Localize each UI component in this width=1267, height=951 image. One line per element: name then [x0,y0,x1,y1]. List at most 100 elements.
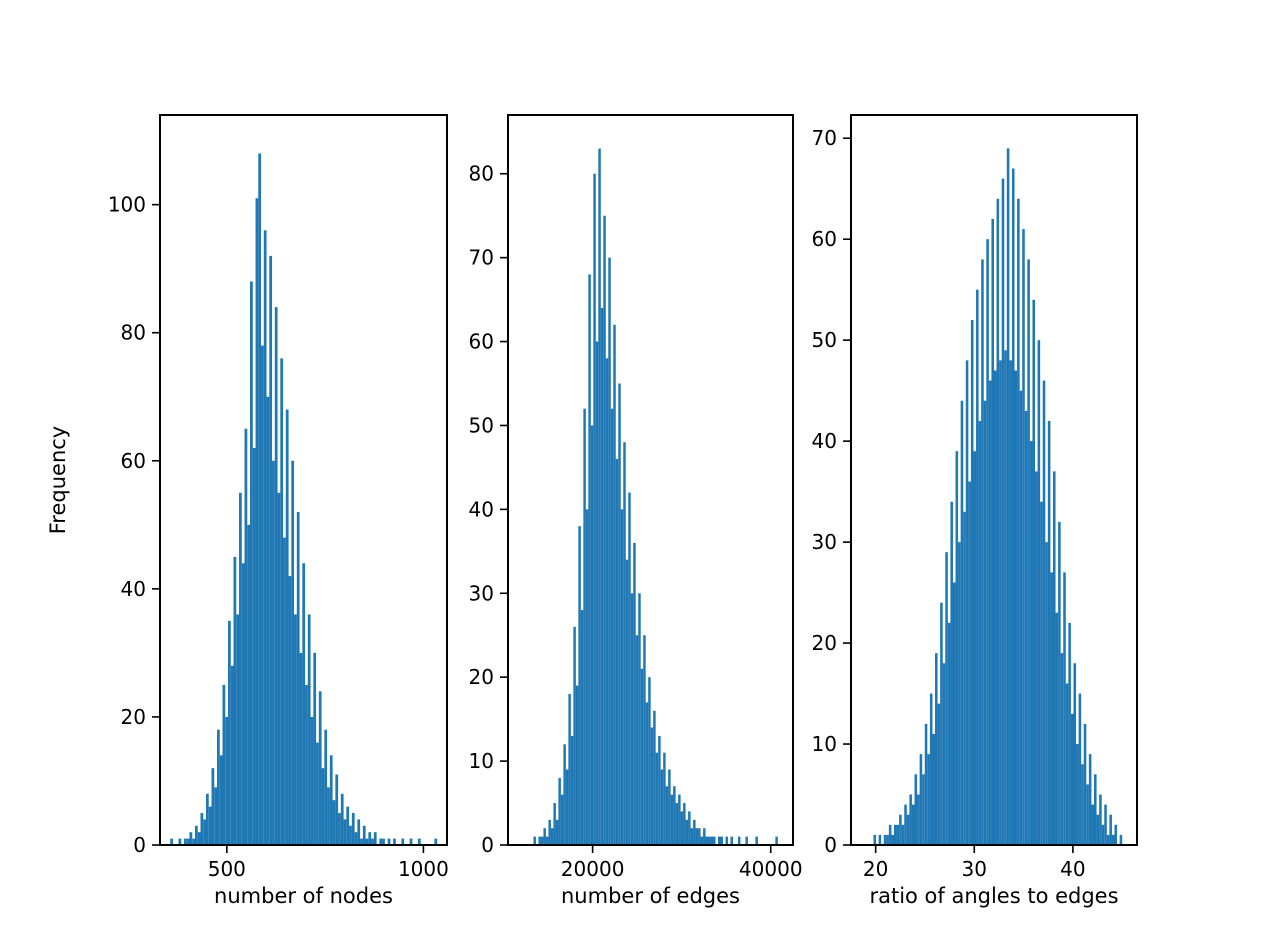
histogram-bar [713,836,716,845]
histogram-bar [1045,542,1048,845]
histogram-bar [705,836,709,845]
axes-spines [159,114,448,846]
histogram-bar [600,307,604,845]
histogram-bar [1001,178,1005,846]
histogram-bar [338,812,341,845]
histogram-bar [208,806,212,845]
histogram-bar [310,716,314,845]
histogram-bar [633,542,636,845]
histogram-bar [605,358,609,845]
histogram-bar [620,509,624,845]
histogram-bar [945,552,948,845]
histogram-bar [291,460,295,845]
histogram-bar [894,824,897,845]
histogram-bar [688,811,691,845]
histogram-bar [558,777,561,845]
histogram-bar [387,838,391,845]
histogram-bar [683,803,686,845]
histogram-bar [183,838,187,845]
histogram-bar [371,838,374,845]
histogram-bar [645,702,649,845]
histogram-bar [1040,501,1043,845]
histogram-bar [698,828,701,845]
histogram-bar [1068,622,1071,845]
histogram-bar [909,794,912,845]
histogram-bar [927,754,930,845]
histogram-bar [362,825,366,845]
histogram-bar [603,215,606,845]
histogram-bar [1058,521,1061,845]
histogram-bar [914,774,918,845]
histogram-bar [393,838,396,845]
histogram-bar [911,804,915,845]
histogram-bar [236,614,240,845]
histogram-bar [978,420,982,845]
histogram-bar [755,836,758,845]
histogram-bar [1106,834,1110,845]
histogram-bar [244,428,248,845]
histogram-bar [206,793,209,845]
histogram-bar [1099,794,1102,845]
histogram-bar [653,710,656,845]
histogram-bar [1091,804,1094,845]
histogram-bar [580,610,584,845]
histogram-bar [316,742,319,845]
histogram-bar [950,501,953,845]
x-tick-label: 40 [1060,857,1085,881]
histogram-bar [332,800,336,845]
histogram-bar [955,451,959,845]
histogram-bar [219,755,223,845]
histogram-bar [225,716,229,845]
histogram-bar [1063,572,1066,845]
histogram-bar [178,838,182,845]
histogram-bar [550,828,554,845]
x-tick-label: 20 [863,857,888,881]
y-tick-label: 20 [812,631,837,655]
histogram-bar [540,836,544,845]
histogram-bar [1076,744,1079,845]
histogram-bar [170,838,173,845]
histogram-bar [625,559,629,845]
histogram-bar [211,768,215,845]
histogram-bar [1035,471,1038,845]
histogram-bar [940,602,943,845]
histogram-bar [1070,713,1074,845]
histogram-bar [660,769,664,845]
histogram-bar [615,459,619,845]
y-tick-label: 40 [469,497,494,521]
histogram-bar [675,803,679,845]
histogram-bar [573,626,576,845]
histogram-bar [1081,764,1084,845]
histogram-bar [1042,380,1046,845]
histogram-bar [360,838,363,845]
y-tick-label: 30 [812,530,837,554]
histogram-bar [745,836,748,845]
histogram-bar [991,219,994,845]
histogram-bar [1073,663,1077,845]
axes-spines [850,114,1138,846]
histogram-bar [233,556,237,845]
histogram-bar [222,684,226,845]
histogram-bar [610,408,614,845]
histogram-bar [958,542,961,845]
histogram-bar [608,257,611,845]
histogram-bar [648,677,651,845]
histogram-bar [947,622,951,845]
histogram-bar [663,752,666,845]
histogram-bar [891,834,894,845]
x-tick-label: 20000 [561,857,625,881]
histogram-bar [365,838,369,845]
histogram-bar [665,786,669,845]
histogram-bar [241,563,245,845]
histogram-bar [277,492,281,845]
y-tick-label: 60 [812,227,837,251]
histogram-bar [1024,410,1028,845]
histogram-bar [555,819,559,845]
histogram-bar [1014,370,1018,845]
histogram-bar [1011,168,1015,845]
histogram-bar [1009,360,1012,845]
histogram-bar [924,723,928,845]
histogram-bar [668,769,671,845]
histogram-bar [343,819,347,845]
histogram-bar [720,836,723,845]
